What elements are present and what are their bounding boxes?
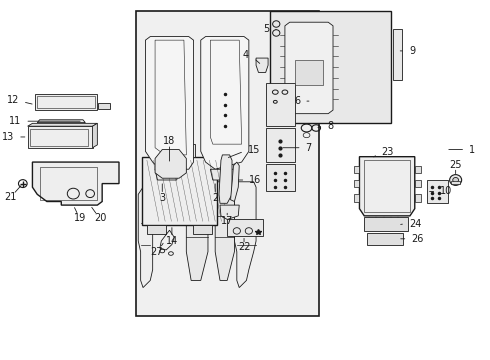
Polygon shape [215,182,234,280]
Polygon shape [256,58,268,72]
Text: 16: 16 [249,175,262,185]
Text: 6: 6 [294,96,300,106]
Text: 4: 4 [243,50,249,60]
Polygon shape [231,162,239,202]
Text: 12: 12 [6,95,19,105]
Polygon shape [360,157,415,216]
Bar [354,180,360,187]
Text: 23: 23 [381,147,393,157]
Ellipse shape [450,175,462,185]
Text: 27: 27 [150,247,163,257]
Text: 3: 3 [159,193,165,203]
Bar [364,217,408,231]
Polygon shape [93,123,98,148]
Text: 19: 19 [74,213,87,223]
Text: 7: 7 [306,143,312,153]
Bar [415,180,420,187]
Bar [266,164,294,191]
Text: 1: 1 [469,144,475,154]
Text: 21: 21 [4,192,17,202]
Polygon shape [37,120,85,123]
Text: 10: 10 [440,186,452,197]
Polygon shape [146,37,194,169]
Bar [98,103,110,109]
Bar [354,166,360,173]
Bar [393,30,402,80]
Text: 24: 24 [409,219,421,229]
Bar [266,128,294,162]
Bar [270,12,391,123]
Polygon shape [186,182,208,280]
Bar [364,160,410,212]
Polygon shape [210,169,237,180]
Bar [40,167,98,200]
Polygon shape [219,155,232,203]
Bar [294,60,323,85]
Polygon shape [138,182,153,288]
Bar [35,94,98,110]
Text: 8: 8 [327,121,333,131]
Text: 11: 11 [9,116,21,126]
Text: 20: 20 [95,213,107,223]
Polygon shape [201,37,249,169]
Text: 15: 15 [248,145,260,155]
Bar [142,157,217,225]
Bar [193,225,212,234]
Text: 26: 26 [412,234,424,244]
Polygon shape [285,22,333,114]
Bar [227,220,263,235]
Text: 2: 2 [212,193,219,203]
Bar [451,181,461,184]
Bar [30,129,88,146]
Bar [427,180,448,203]
Polygon shape [27,123,98,126]
Text: 25: 25 [449,159,462,170]
Text: 18: 18 [163,136,175,146]
Polygon shape [32,162,119,205]
Polygon shape [220,205,239,220]
Text: 14: 14 [166,236,178,246]
Bar [415,194,420,202]
Polygon shape [234,182,256,288]
Polygon shape [155,149,186,178]
Bar [415,166,420,173]
Bar [136,12,318,316]
Polygon shape [155,169,179,180]
Text: 17: 17 [221,216,233,226]
Bar [27,126,93,148]
Text: 9: 9 [409,46,415,56]
Bar [37,96,95,108]
Text: 13: 13 [2,132,14,142]
Ellipse shape [453,177,459,183]
Text: 22: 22 [238,242,250,252]
Bar [354,194,360,202]
Bar [266,83,294,126]
Bar [161,144,195,157]
Text: 5: 5 [263,24,270,35]
Bar [147,225,166,234]
Bar [367,233,403,244]
